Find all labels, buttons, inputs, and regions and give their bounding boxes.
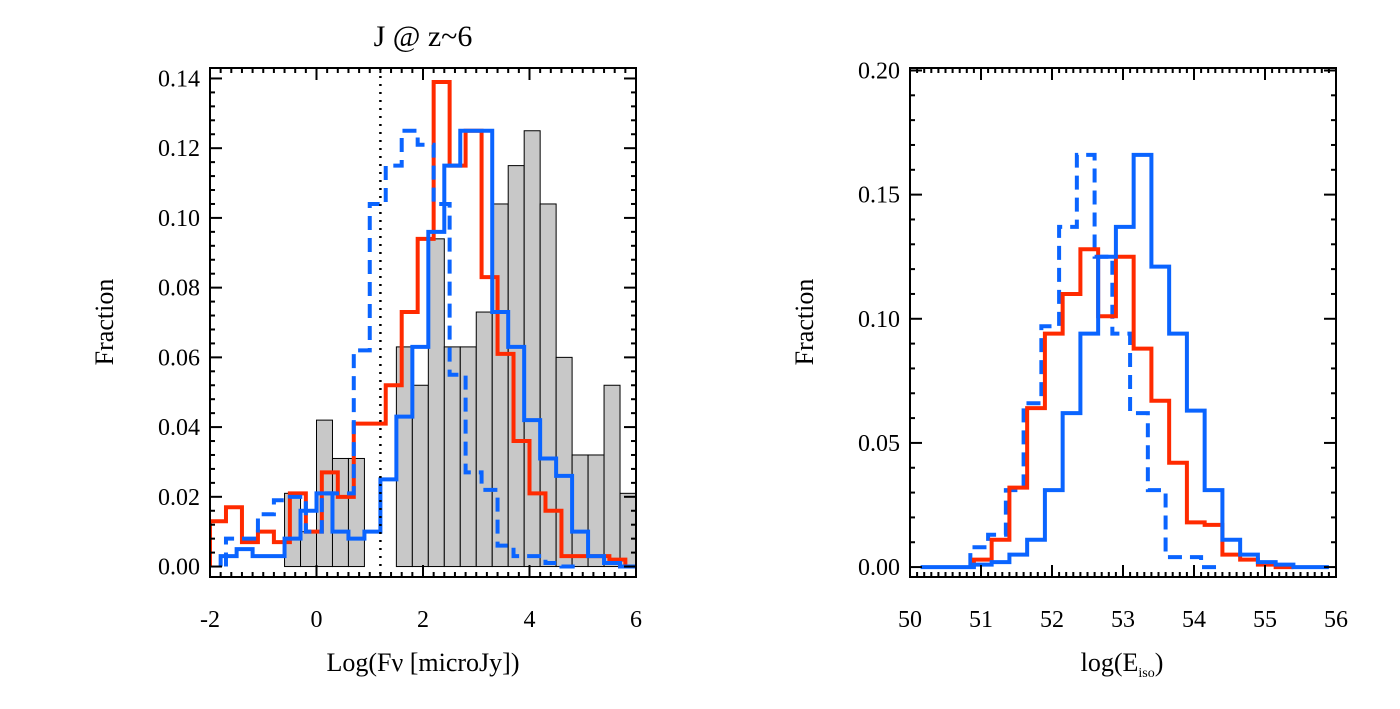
- histogram-bar: [331, 457, 349, 568]
- x-tick-label: 50: [898, 607, 922, 633]
- histogram-bar: [571, 454, 589, 568]
- right-x-axis-title-sub: iso: [1138, 666, 1154, 681]
- y-tick-label: 0.20: [858, 58, 900, 84]
- right-x-axis-title-main: log(E: [1081, 648, 1139, 677]
- left-y-axis-title: Fraction: [90, 279, 119, 366]
- left-panel: J @ z~6 Fraction Log(Fν [microJy]) 0.000…: [90, 20, 700, 677]
- right-plot-area: 0.00 0.05 0.10 0.15 0.20 50 51 52 53 54 55 56: [858, 58, 1348, 633]
- x-tick-label: 52: [1040, 607, 1064, 633]
- y-tick-label: 0.00: [158, 555, 200, 581]
- histogram-bar: [491, 203, 509, 568]
- histogram-bar: [395, 346, 413, 568]
- y-tick-label: 0.14: [158, 66, 200, 92]
- histogram-bar: [507, 165, 525, 568]
- y-tick-label: 0.05: [858, 431, 900, 457]
- y-tick-label: 0.12: [158, 136, 200, 162]
- y-tick-label: 0.06: [158, 345, 200, 371]
- histogram-bar: [300, 531, 317, 568]
- y-tick-label: 0.10: [858, 307, 900, 333]
- x-tick-label: 55: [1253, 607, 1277, 633]
- histogram-bar: [427, 238, 445, 568]
- histogram-bar: [684, 532, 700, 567]
- y-tick-label: 0.02: [158, 485, 200, 511]
- right-x-axis-title-tail: ): [1155, 648, 1164, 677]
- plot-frame: [909, 67, 1337, 578]
- histogram-bar: [603, 384, 621, 568]
- x-tick-label: -2: [200, 607, 220, 633]
- blue-solid-step-line: [920, 152, 1329, 570]
- histogram-bar: [284, 492, 302, 568]
- left-plot-area: 0.00 0.02 0.04 0.06 0.08 0.10 0.12 0.14 -2 0 2 4 6: [158, 66, 700, 633]
- y-tick-label: 0.10: [158, 206, 200, 232]
- y-tick-label: 0.15: [858, 183, 900, 209]
- x-tick-label: 56: [1324, 607, 1348, 633]
- series-layer: [210, 68, 700, 577]
- histogram-bar: [411, 384, 429, 568]
- blue-solid-step-line: [218, 128, 636, 569]
- histogram-bar: [587, 454, 605, 568]
- histogram-bar: [475, 311, 493, 568]
- histogram-bar: [523, 130, 541, 568]
- histogram-bar: [635, 531, 636, 568]
- series-layer: [920, 152, 1329, 570]
- y-tick-label: 0.08: [158, 276, 200, 302]
- blue-dashed-step-line: [223, 128, 578, 569]
- y-tick-label: 0.04: [158, 415, 200, 441]
- left-panel-title: J @ z~6: [374, 20, 473, 53]
- histogram-bar: [443, 346, 461, 568]
- x-tick-label: 53: [1111, 607, 1135, 633]
- histogram-bar: [459, 346, 477, 568]
- right-y-axis-title: Fraction: [790, 279, 819, 366]
- left-x-axis-title: Log(Fν [microJy]): [327, 648, 520, 677]
- right-x-axis-title: log(Eiso): [1081, 648, 1164, 681]
- blue-dashed-step-line: [968, 152, 1219, 570]
- histogram-bar: [555, 356, 573, 568]
- x-tick-label: 6: [630, 607, 642, 633]
- x-tick-label: 54: [1182, 607, 1206, 633]
- x-tick-label: 2: [417, 607, 429, 633]
- right-panel: Fraction log(Eiso) 0.00 0.05 0.10 0.15 0.20 5…: [790, 58, 1348, 681]
- x-tick-label: 4: [524, 607, 536, 633]
- y-tick-label: 0.00: [858, 555, 900, 581]
- x-tick-label: 51: [969, 607, 993, 633]
- red-solid-step-line: [210, 79, 636, 569]
- red-solid-step-line: [971, 247, 1294, 570]
- histogram-bar: [347, 457, 365, 568]
- x-tick-label: 0: [311, 607, 323, 633]
- histogram-bar: [619, 492, 636, 568]
